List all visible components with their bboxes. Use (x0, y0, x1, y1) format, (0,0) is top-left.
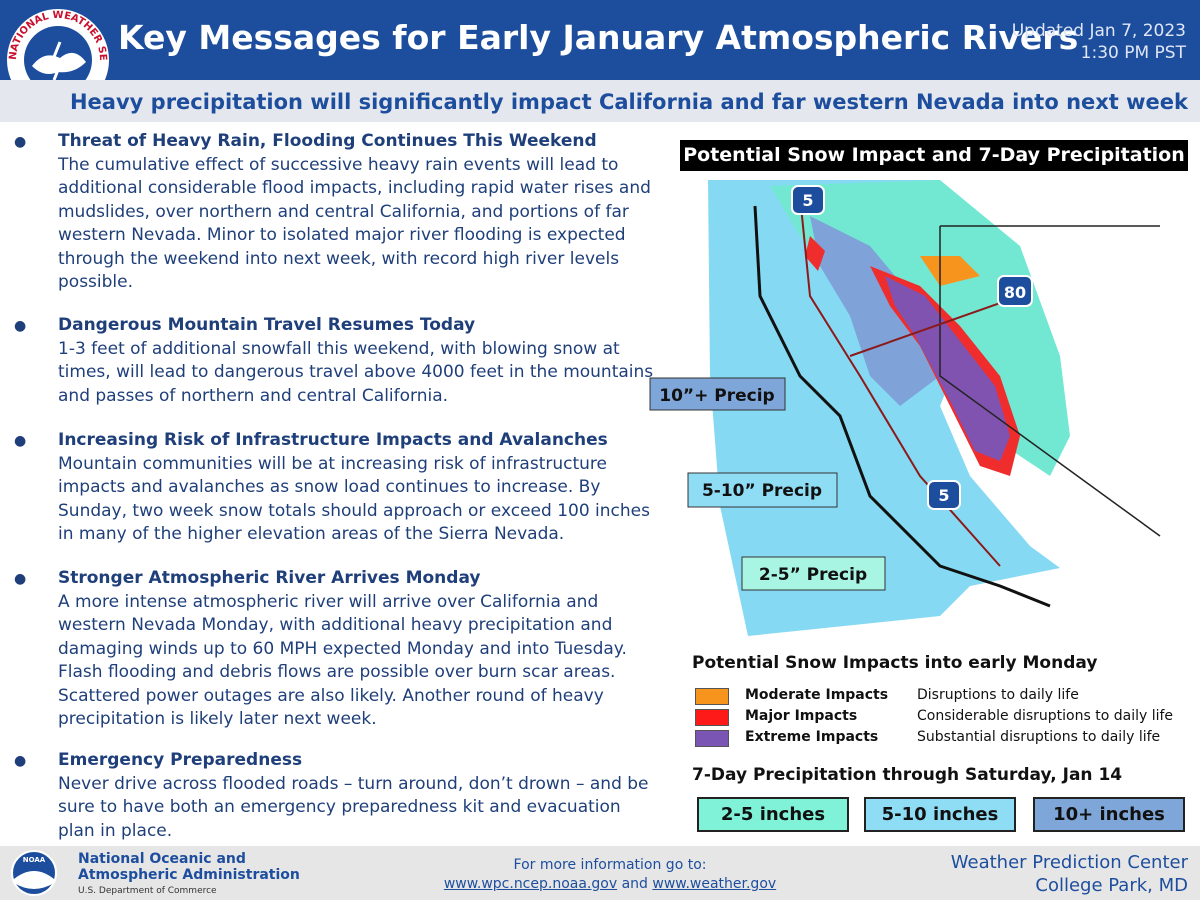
impact-description: Considerable disruptions to daily life (917, 708, 1174, 724)
message-body: The cumulative effect of successive heav… (58, 154, 651, 293)
center-line: Weather Prediction Center (950, 852, 1188, 873)
swatch (695, 709, 729, 726)
highway-label: 80 (1004, 283, 1026, 302)
precip-box: 5-10 inches (864, 797, 1016, 832)
message-heading: Threat of Heavy Rain, Flooding Continues… (58, 131, 597, 151)
message: Stronger Atmospheric River Arrives Monda… (58, 567, 658, 732)
message: Dangerous Mountain Travel Resumes Today 1… (58, 314, 658, 408)
precip-label: 5-10” Precip (702, 481, 822, 501)
precip-legend-title: 7-Day Precipitation through Saturday, Ja… (692, 765, 1123, 785)
noaa-dept: U.S. Department of Commerce (78, 886, 217, 896)
links: www.wpc.ncep.noaa.gov and www.weather.go… (410, 875, 810, 894)
impact-description: Substantial disruptions to daily life (917, 729, 1161, 745)
noaa-name: National Oceanic and Atmospheric Adminis… (78, 851, 300, 899)
swatch (695, 730, 729, 747)
more-info-text: For more information go to: (513, 857, 707, 873)
message: Emergency Preparedness Never drive across… (58, 749, 658, 843)
impact-level: Extreme Impacts (745, 729, 879, 745)
map-title: Potential Snow Impact and 7-Day Precipit… (680, 140, 1188, 171)
message-heading: Stronger Atmospheric River Arrives Monda… (58, 568, 481, 588)
highway-label: 5 (802, 191, 813, 210)
message: Increasing Risk of Infrastructure Impact… (58, 429, 658, 547)
message-body: Mountain communities will be at increasi… (58, 453, 650, 545)
message-body: 1-3 feet of additional snowfall this wee… (58, 338, 654, 406)
noaa-name-line: National Oceanic and (78, 851, 246, 867)
footer-bar (0, 846, 1200, 900)
bullet: ● (14, 571, 27, 587)
updated: Updated Jan 7, 2023 1:30 PM PST (1012, 20, 1186, 64)
precip-label: 10”+ Precip (659, 386, 774, 406)
link-joiner: and (621, 876, 648, 892)
message-body: Never drive across flooded roads – turn … (58, 773, 649, 841)
message: Threat of Heavy Rain, Flooding Continues… (58, 130, 658, 295)
message-heading: Increasing Risk of Infrastructure Impact… (58, 430, 608, 450)
link[interactable]: www.weather.gov (652, 876, 777, 892)
precip-box: 2-5 inches (697, 797, 849, 832)
center-line: College Park, MD (1035, 875, 1188, 896)
title: Key Messages for Early January Atmospher… (118, 18, 1079, 57)
precip-label: 2-5” Precip (759, 565, 867, 585)
impact-level: Moderate Impacts (745, 687, 889, 703)
updated-line: Updated Jan 7, 2023 (1011, 21, 1186, 41)
message-heading: Emergency Preparedness (58, 750, 303, 770)
bullet: ● (14, 134, 27, 150)
bullet: ● (14, 433, 27, 449)
link[interactable]: www.wpc.ncep.noaa.gov (443, 876, 618, 892)
bullet: ● (14, 318, 27, 334)
impact-description: Disruptions to daily life (917, 687, 1079, 703)
swatch (695, 688, 729, 705)
precip-box: 10+ inches (1033, 797, 1185, 832)
header-bar (0, 0, 1200, 80)
center-info: Weather Prediction Center College Park, … (951, 851, 1188, 897)
noaa-logo-text: NOAA (23, 856, 46, 864)
subtitle: Heavy precipitation will significantly i… (69, 90, 1189, 114)
subtitle-bar (0, 80, 1200, 122)
more-info: For more information go to: www.wpc.ncep… (410, 856, 810, 894)
highway-label: 5 (938, 486, 949, 505)
updated-line: 1:30 PM PST (1080, 43, 1186, 63)
noaa-logo: NOAA (11, 850, 57, 896)
impact-level: Major Impacts (745, 708, 858, 724)
snow-legend-title: Potential Snow Impacts into early Monday (692, 653, 1098, 673)
bullet: ● (14, 753, 27, 769)
message-body: A more intense atmospheric river will ar… (58, 591, 627, 730)
noaa-name-line: Atmospheric Administration (78, 867, 300, 883)
map: 5 80 5 10”+ Precip 5-10” Precip 2-5” Pre… (649, 180, 1161, 636)
message-heading: Dangerous Mountain Travel Resumes Today (58, 315, 476, 335)
